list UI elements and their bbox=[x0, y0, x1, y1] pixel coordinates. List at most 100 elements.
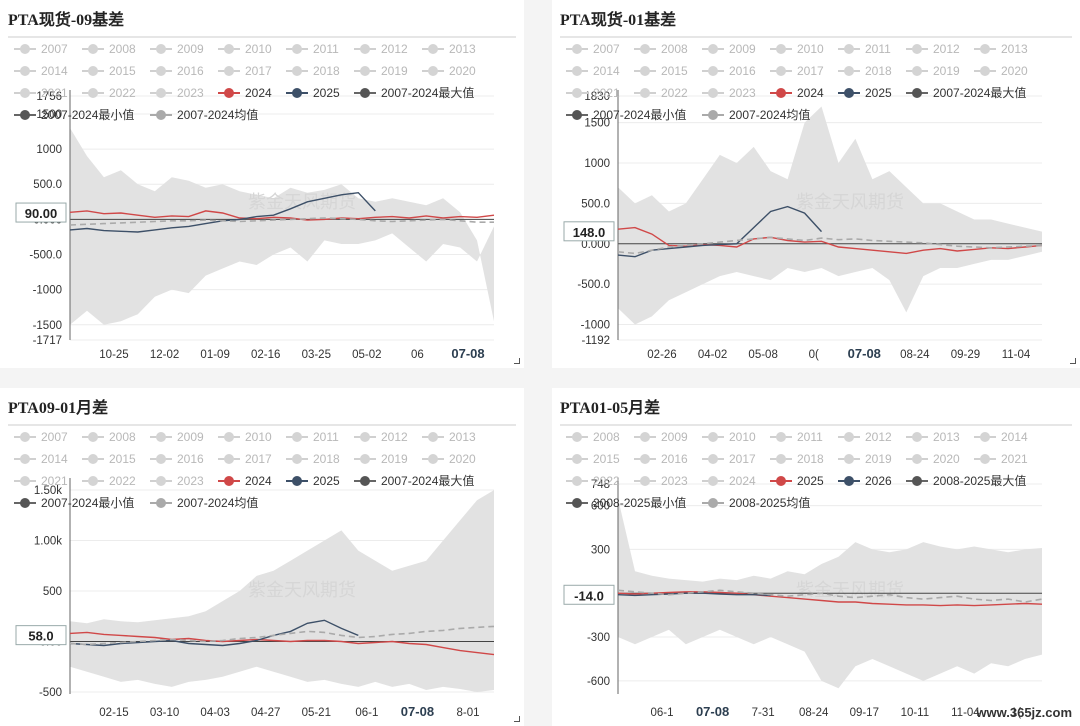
y-tick-label: -1192 bbox=[581, 335, 610, 347]
legend-item: 2018 bbox=[313, 64, 340, 78]
legend-item: 2015 bbox=[661, 64, 688, 78]
legend-marker bbox=[224, 44, 234, 54]
x-tick-label: 05-08 bbox=[748, 349, 777, 361]
current-value-badge bbox=[15, 202, 67, 223]
legend-marker bbox=[572, 110, 582, 120]
legend-item: 2007-2024均值 bbox=[729, 107, 810, 122]
legend-marker bbox=[572, 454, 582, 464]
y-tick-label: 500 bbox=[43, 586, 62, 598]
legend-item: 2012 bbox=[933, 42, 960, 56]
current-value-label: 148.0 bbox=[573, 225, 606, 240]
legend-item: 2010 bbox=[729, 430, 756, 444]
legend-item: 2007-2024最大值 bbox=[933, 85, 1026, 100]
legend-item: 2024 bbox=[245, 86, 272, 100]
legend-marker bbox=[776, 66, 786, 76]
legend-item: 2024 bbox=[245, 474, 272, 488]
legend-item: 2024 bbox=[797, 86, 824, 100]
chart-title: PTA01-05月差 bbox=[560, 400, 661, 417]
legend-marker bbox=[292, 476, 302, 486]
legend-item: 2019 bbox=[933, 64, 960, 78]
y-tick-label: 1830 bbox=[584, 91, 610, 103]
legend-item: 2024 bbox=[729, 474, 756, 488]
legend-marker bbox=[640, 88, 650, 98]
legend-item: 2014 bbox=[1001, 430, 1028, 444]
legend-marker bbox=[360, 66, 370, 76]
legend-marker bbox=[88, 476, 98, 486]
range-band bbox=[70, 128, 494, 325]
current-value-badge bbox=[15, 625, 67, 646]
x-tick-label: 04-03 bbox=[200, 707, 229, 719]
legend-marker bbox=[912, 432, 922, 442]
x-tick-label: 07-08 bbox=[848, 346, 881, 361]
legend-item: 2012 bbox=[381, 42, 408, 56]
legend-item: 2022 bbox=[661, 86, 688, 100]
legend-item: 2014 bbox=[41, 64, 68, 78]
legend-item: 2020 bbox=[449, 452, 476, 466]
legend-item: 2017 bbox=[729, 452, 756, 466]
legend-marker bbox=[844, 88, 854, 98]
legend-item: 2007-2024最小值 bbox=[593, 107, 686, 122]
legend-item: 2017 bbox=[245, 452, 272, 466]
resize-handle[interactable] bbox=[514, 358, 520, 364]
legend-marker bbox=[844, 432, 854, 442]
y-tick-label: 500.0 bbox=[33, 179, 62, 191]
legend-marker bbox=[980, 44, 990, 54]
y-tick-label: -500 bbox=[39, 687, 62, 699]
legend-item: 2010 bbox=[245, 42, 272, 56]
chart-svg: 紫金天风期货1.50k1.00k5000.00-50058.002-1503-1… bbox=[8, 424, 516, 719]
legend-item: 2025 bbox=[865, 86, 892, 100]
legend-item: 2010 bbox=[797, 42, 824, 56]
x-tick-label: 07-08 bbox=[451, 346, 484, 361]
legend-item: 2007-2024最小值 bbox=[41, 495, 134, 510]
legend-marker bbox=[156, 498, 166, 508]
legend-marker bbox=[640, 44, 650, 54]
legend-marker bbox=[708, 498, 718, 508]
x-tick-label: 06-1 bbox=[650, 707, 673, 719]
legend-item: 2019 bbox=[381, 452, 408, 466]
legend-item: 2025 bbox=[797, 474, 824, 488]
legend-marker bbox=[640, 476, 650, 486]
resize-handle[interactable] bbox=[1070, 358, 1076, 364]
chart-title: PTA现货-09基差 bbox=[8, 12, 125, 29]
x-tick-label: 10-11 bbox=[901, 707, 930, 719]
legend-item: 2009 bbox=[661, 430, 688, 444]
legend-marker bbox=[572, 44, 582, 54]
y-tick-label: 748 bbox=[591, 479, 610, 491]
watermark-text: 紫金天风期货 bbox=[248, 580, 356, 600]
legend-marker bbox=[708, 44, 718, 54]
legend-item: 2008 bbox=[109, 42, 136, 56]
legend-item: 2007 bbox=[41, 430, 68, 444]
chart-svg: 紫金天风期货 1830 1500 1000 500.0 0.000 -500.0 -1000 -… bbox=[560, 36, 1072, 361]
legend-marker bbox=[640, 454, 650, 464]
legend-marker bbox=[360, 44, 370, 54]
legend-item: 2007-2024均值 bbox=[177, 495, 258, 510]
series-line-2007-2024均值 bbox=[617, 236, 1043, 255]
legend-item: 2008-2025最大值 bbox=[933, 473, 1026, 488]
x-tick-label: 07-08 bbox=[696, 704, 729, 719]
legend-item: 2014 bbox=[41, 452, 68, 466]
legend-item: 2007-2024最大值 bbox=[381, 85, 474, 100]
x-tick-label: 03-10 bbox=[150, 707, 179, 719]
legend-marker bbox=[572, 88, 582, 98]
legend-marker bbox=[292, 454, 302, 464]
legend-item: 2018 bbox=[313, 452, 340, 466]
legend-item: 2023 bbox=[177, 474, 204, 488]
series-line-2007-2024均值 bbox=[69, 217, 494, 226]
legend-item: 2020 bbox=[449, 64, 476, 78]
legend-item: 2019 bbox=[865, 452, 892, 466]
resize-handle[interactable] bbox=[514, 716, 520, 722]
legend-item: 2009 bbox=[177, 430, 204, 444]
legend-item: 2023 bbox=[661, 474, 688, 488]
series-line-2025 bbox=[617, 591, 1043, 607]
y-tick-label: 1500 bbox=[36, 109, 62, 121]
legend-marker bbox=[912, 66, 922, 76]
legend-item: 2011 bbox=[865, 42, 891, 56]
legend-marker bbox=[708, 88, 718, 98]
legend-marker bbox=[156, 88, 166, 98]
x-tick-label: 04-27 bbox=[251, 707, 280, 719]
y-tick-label: 500.0 bbox=[581, 198, 610, 210]
x-tick-label: 02-26 bbox=[647, 349, 676, 361]
legend-marker bbox=[20, 432, 30, 442]
series-line-2025 bbox=[69, 619, 359, 647]
legend-item: 2013 bbox=[449, 430, 476, 444]
